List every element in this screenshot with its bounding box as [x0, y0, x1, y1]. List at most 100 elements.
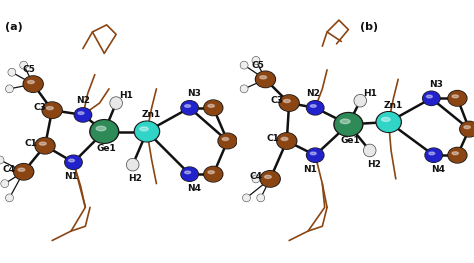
- Text: N2: N2: [76, 96, 90, 105]
- Ellipse shape: [27, 80, 34, 84]
- Ellipse shape: [280, 96, 298, 110]
- Ellipse shape: [241, 86, 247, 92]
- Text: Zn1: Zn1: [384, 101, 403, 110]
- Ellipse shape: [243, 194, 250, 201]
- Text: N3: N3: [187, 89, 201, 98]
- Ellipse shape: [376, 112, 401, 132]
- Text: Zn1: Zn1: [142, 110, 161, 119]
- Ellipse shape: [111, 98, 121, 108]
- Ellipse shape: [307, 101, 324, 115]
- Text: C5: C5: [252, 61, 265, 70]
- Ellipse shape: [136, 122, 158, 141]
- Ellipse shape: [307, 102, 323, 114]
- Ellipse shape: [460, 121, 474, 137]
- Ellipse shape: [307, 148, 324, 162]
- Ellipse shape: [205, 101, 222, 115]
- Text: H2: H2: [128, 174, 142, 183]
- Ellipse shape: [464, 126, 470, 129]
- Ellipse shape: [449, 91, 466, 105]
- Ellipse shape: [43, 103, 61, 118]
- Ellipse shape: [241, 62, 247, 68]
- Ellipse shape: [90, 120, 119, 143]
- Ellipse shape: [204, 100, 223, 115]
- Ellipse shape: [427, 95, 432, 98]
- Text: N3: N3: [429, 80, 443, 89]
- Ellipse shape: [252, 175, 259, 183]
- Ellipse shape: [65, 155, 82, 169]
- Ellipse shape: [261, 171, 279, 186]
- Ellipse shape: [14, 164, 34, 180]
- Ellipse shape: [253, 176, 259, 182]
- Text: C5: C5: [22, 65, 35, 74]
- Ellipse shape: [256, 72, 274, 87]
- Ellipse shape: [15, 164, 33, 179]
- Text: Ge1: Ge1: [97, 144, 117, 153]
- Ellipse shape: [205, 167, 222, 181]
- Ellipse shape: [257, 194, 264, 201]
- Text: C4: C4: [3, 165, 16, 174]
- Ellipse shape: [9, 69, 15, 76]
- Ellipse shape: [2, 181, 8, 187]
- Ellipse shape: [452, 95, 458, 98]
- Ellipse shape: [21, 62, 27, 68]
- Text: Ge1: Ge1: [341, 136, 361, 145]
- Text: N4: N4: [187, 184, 201, 193]
- Ellipse shape: [252, 57, 259, 64]
- Ellipse shape: [365, 145, 375, 156]
- Ellipse shape: [340, 119, 350, 124]
- Ellipse shape: [377, 113, 400, 131]
- Ellipse shape: [46, 107, 53, 110]
- Ellipse shape: [219, 134, 236, 148]
- Ellipse shape: [354, 95, 366, 107]
- Ellipse shape: [307, 149, 323, 161]
- Text: N1: N1: [303, 165, 318, 174]
- Ellipse shape: [140, 127, 148, 131]
- Text: C1: C1: [24, 139, 37, 148]
- Ellipse shape: [222, 138, 228, 140]
- Ellipse shape: [208, 104, 214, 107]
- Ellipse shape: [9, 69, 15, 75]
- Ellipse shape: [185, 171, 191, 174]
- Ellipse shape: [218, 133, 237, 149]
- Ellipse shape: [253, 57, 259, 63]
- Text: N4: N4: [431, 165, 446, 174]
- Ellipse shape: [7, 86, 12, 92]
- Ellipse shape: [74, 108, 91, 122]
- Ellipse shape: [382, 118, 390, 121]
- Ellipse shape: [42, 102, 62, 118]
- Text: H1: H1: [363, 89, 377, 98]
- Ellipse shape: [204, 166, 223, 182]
- Ellipse shape: [1, 180, 8, 187]
- Ellipse shape: [255, 71, 275, 88]
- Ellipse shape: [461, 122, 474, 136]
- Ellipse shape: [20, 62, 27, 69]
- Ellipse shape: [277, 133, 297, 149]
- Ellipse shape: [182, 168, 197, 181]
- Ellipse shape: [182, 102, 197, 114]
- Ellipse shape: [0, 156, 3, 164]
- Ellipse shape: [240, 85, 247, 92]
- Ellipse shape: [364, 144, 376, 156]
- Ellipse shape: [448, 90, 467, 106]
- Text: N2: N2: [306, 89, 320, 98]
- Text: C3: C3: [34, 103, 47, 112]
- Ellipse shape: [69, 159, 74, 162]
- Ellipse shape: [258, 195, 264, 201]
- Ellipse shape: [181, 101, 198, 115]
- Ellipse shape: [96, 126, 106, 131]
- Ellipse shape: [6, 85, 13, 92]
- Ellipse shape: [429, 152, 435, 155]
- Ellipse shape: [279, 95, 299, 111]
- Ellipse shape: [24, 77, 42, 92]
- Ellipse shape: [91, 121, 117, 142]
- Ellipse shape: [278, 134, 296, 148]
- Text: C4: C4: [249, 172, 263, 181]
- Ellipse shape: [426, 149, 441, 161]
- Ellipse shape: [65, 156, 82, 169]
- Ellipse shape: [452, 152, 458, 155]
- Ellipse shape: [181, 167, 198, 181]
- Ellipse shape: [448, 148, 467, 163]
- Ellipse shape: [240, 62, 247, 69]
- Ellipse shape: [310, 152, 316, 155]
- Ellipse shape: [0, 157, 3, 163]
